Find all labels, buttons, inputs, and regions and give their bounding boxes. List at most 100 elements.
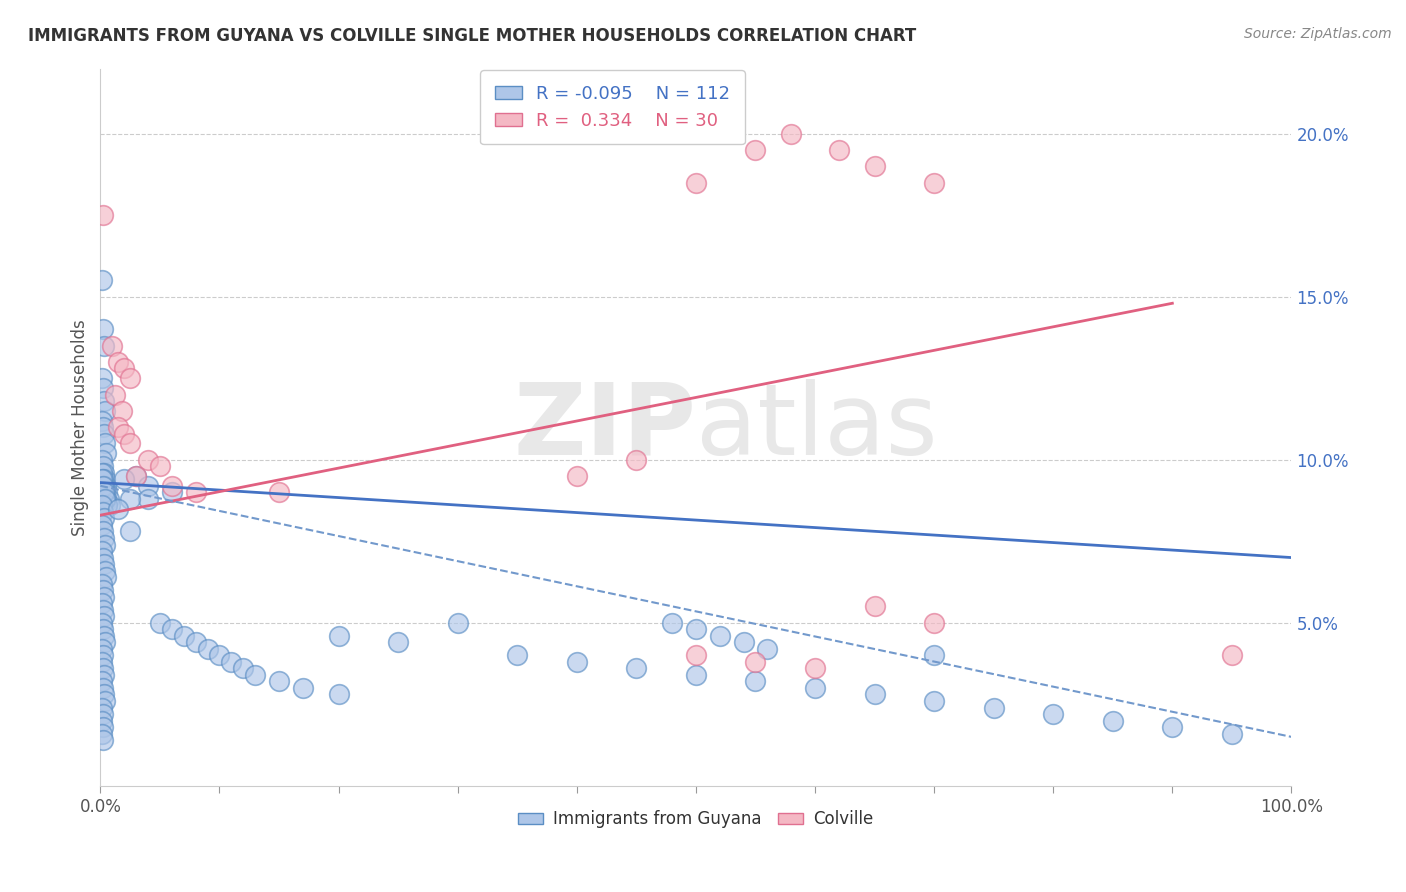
Text: atlas: atlas <box>696 378 938 475</box>
Point <box>93 609 115 624</box>
Point <box>328 629 350 643</box>
Point <box>149 615 172 630</box>
Point <box>107 501 129 516</box>
Point <box>91 733 114 747</box>
Point <box>90 466 112 480</box>
Point <box>828 143 851 157</box>
Point <box>120 371 142 385</box>
Point <box>197 641 219 656</box>
Point <box>93 338 115 352</box>
Point <box>685 668 707 682</box>
Point <box>125 469 148 483</box>
Point <box>160 485 183 500</box>
Point <box>506 648 529 663</box>
Point <box>93 394 115 409</box>
Text: ZIP: ZIP <box>513 378 696 475</box>
Point <box>90 452 112 467</box>
Point <box>685 648 707 663</box>
Point <box>245 668 267 682</box>
Point <box>120 436 142 450</box>
Point <box>136 491 159 506</box>
Point <box>983 700 1005 714</box>
Point <box>125 469 148 483</box>
Point <box>91 681 114 695</box>
Point <box>98 499 121 513</box>
Point <box>91 661 114 675</box>
Point <box>96 479 118 493</box>
Point <box>91 322 114 336</box>
Point <box>90 726 112 740</box>
Legend: Immigrants from Guyana, Colville: Immigrants from Guyana, Colville <box>512 804 880 835</box>
Point <box>780 127 803 141</box>
Point <box>93 426 115 441</box>
Y-axis label: Single Mother Households: Single Mother Households <box>72 318 89 535</box>
Point <box>96 570 118 584</box>
Point <box>120 524 142 539</box>
Point <box>90 499 112 513</box>
Point <box>90 655 112 669</box>
Point <box>328 688 350 702</box>
Point <box>661 615 683 630</box>
Point <box>626 452 648 467</box>
Point <box>565 655 588 669</box>
Point <box>922 615 945 630</box>
Point <box>91 381 114 395</box>
Point <box>733 635 755 649</box>
Point <box>173 629 195 643</box>
Point <box>756 641 779 656</box>
Point <box>93 466 115 480</box>
Point <box>91 720 114 734</box>
Point <box>107 355 129 369</box>
Point <box>90 700 112 714</box>
Point <box>922 648 945 663</box>
Point <box>94 537 117 551</box>
Point <box>94 694 117 708</box>
Point <box>744 655 766 669</box>
Point <box>101 338 124 352</box>
Text: Source: ZipAtlas.com: Source: ZipAtlas.com <box>1244 27 1392 41</box>
Point <box>93 511 115 525</box>
Point <box>709 629 731 643</box>
Point <box>91 505 114 519</box>
Point <box>93 688 115 702</box>
Point <box>149 459 172 474</box>
Point <box>90 544 112 558</box>
Point <box>804 661 827 675</box>
Point <box>291 681 314 695</box>
Point <box>136 452 159 467</box>
Point <box>91 208 114 222</box>
Point <box>90 576 112 591</box>
Point <box>107 420 129 434</box>
Point <box>922 176 945 190</box>
Point <box>94 404 117 418</box>
Point <box>90 596 112 610</box>
Point <box>863 159 886 173</box>
Point <box>94 491 117 506</box>
Point <box>93 557 115 571</box>
Point <box>93 629 115 643</box>
Point <box>744 143 766 157</box>
Point <box>91 583 114 598</box>
Point <box>111 404 134 418</box>
Point <box>221 655 243 669</box>
Text: IMMIGRANTS FROM GUYANA VS COLVILLE SINGLE MOTHER HOUSEHOLDS CORRELATION CHART: IMMIGRANTS FROM GUYANA VS COLVILLE SINGL… <box>28 27 917 45</box>
Point <box>1220 648 1243 663</box>
Point <box>96 485 118 500</box>
Point <box>1042 707 1064 722</box>
Point <box>90 371 112 385</box>
Point <box>685 176 707 190</box>
Point <box>90 472 112 486</box>
Point <box>112 472 135 486</box>
Point <box>94 635 117 649</box>
Point <box>922 694 945 708</box>
Point <box>112 426 135 441</box>
Point <box>91 479 114 493</box>
Point <box>90 273 112 287</box>
Point <box>267 485 290 500</box>
Point <box>91 603 114 617</box>
Point <box>97 491 120 506</box>
Point <box>208 648 231 663</box>
Point <box>96 446 118 460</box>
Point <box>93 479 115 493</box>
Point <box>91 420 114 434</box>
